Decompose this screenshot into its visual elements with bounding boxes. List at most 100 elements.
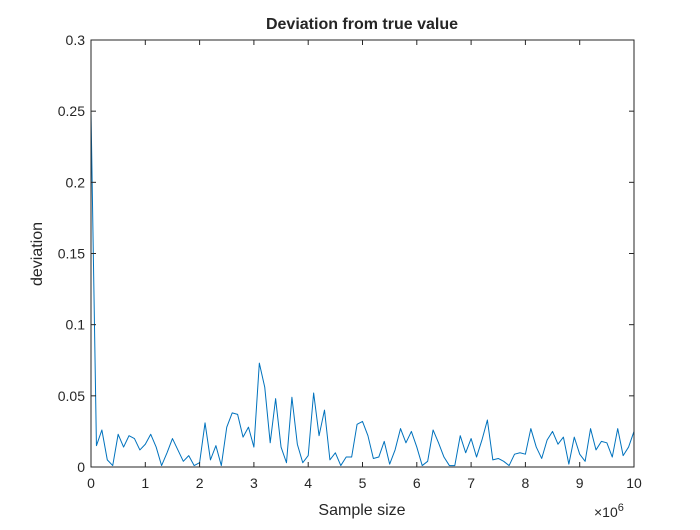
data-point [612,456,613,457]
data-point [302,462,303,463]
data-point [313,392,314,393]
data-point [194,465,195,466]
data-point [590,428,591,429]
data-point [253,446,254,447]
data-point [536,446,537,447]
data-point [177,449,178,450]
y-tick-label: 0.25 [58,103,85,119]
data-point [530,428,531,429]
data-point [509,465,510,466]
data-point [574,437,575,438]
data-point [183,461,184,462]
data-point [356,424,357,425]
y-tick-label: 0 [77,459,85,475]
y-tick-label: 0.15 [58,246,85,262]
data-point [519,452,520,453]
y-axis-label: deviation [29,222,46,286]
data-point [449,465,450,466]
x-axis-label: Sample size [318,502,405,519]
data-point [541,458,542,459]
data-point [286,462,287,463]
data-point [210,459,211,460]
data-point [308,455,309,456]
x-tick-label: 8 [522,475,530,491]
data-point [471,438,472,439]
data-point [503,461,504,462]
data-point [362,421,363,422]
data-point [346,456,347,457]
y-tick-label: 0.3 [66,32,86,48]
x-tick-label: 7 [467,475,475,491]
data-point [215,445,216,446]
data-point [318,435,319,436]
x-tick-label: 5 [359,475,367,491]
data-point [340,465,341,466]
x-tick-label: 1 [141,475,149,491]
series-line [90,111,635,467]
data-point [568,464,569,465]
x-tick-label: 2 [196,475,204,491]
data-point [595,449,596,450]
plot-background [91,40,634,467]
data-point [275,398,276,399]
data-point [476,456,477,457]
data-point [411,431,412,432]
data-point [585,461,586,462]
data-point [400,428,401,429]
data-point [405,442,406,443]
data-point [270,442,271,443]
data-point [329,459,330,460]
x-tick-label: 9 [576,475,584,491]
data-point [623,455,624,456]
data-point [547,439,548,440]
data-point [166,452,167,453]
data-point [139,449,140,450]
data-point [384,441,385,442]
data-point [432,429,433,430]
data-point [134,438,135,439]
data-point [579,454,580,455]
data-point [628,446,629,447]
data-point [552,431,553,432]
data-point [373,458,374,459]
data-point [101,429,102,430]
data-point [128,435,129,436]
data-point [335,452,336,453]
data-point [226,427,227,428]
svg-text:×106: ×106 [594,502,624,520]
data-point [460,435,461,436]
data-point [204,422,205,423]
data-point [264,387,265,388]
x-tick-label: 3 [250,475,258,491]
data-point [188,455,189,456]
data-point [237,414,238,415]
axes: 0 1 2 3 4 5 6 7 8 9 10 0 0.05 0.1 0.15 0.2 0.25 0.3 [58,32,642,491]
data-point [123,446,124,447]
x-axis-exponent: ×106 [594,502,624,520]
data-point [172,438,173,439]
data-point [156,446,157,447]
data-point [606,442,607,443]
data-point [563,437,564,438]
data-point [324,409,325,410]
data-point [291,397,292,398]
data-point [118,434,119,435]
data-point [378,456,379,457]
data-point [107,459,108,460]
y-tick-label: 0.1 [66,317,86,333]
data-point [492,459,493,460]
data-point [427,461,428,462]
data-point [438,442,439,443]
data-point [394,449,395,450]
data-point [416,446,417,447]
data-point [389,464,390,465]
x-tick-label: 0 [87,475,95,491]
chart-title: Deviation from true value [266,16,458,33]
data-point [557,444,558,445]
data-point [259,363,260,364]
data-point [242,437,243,438]
data-point [525,454,526,455]
data-point [232,412,233,413]
data-point [112,465,113,466]
